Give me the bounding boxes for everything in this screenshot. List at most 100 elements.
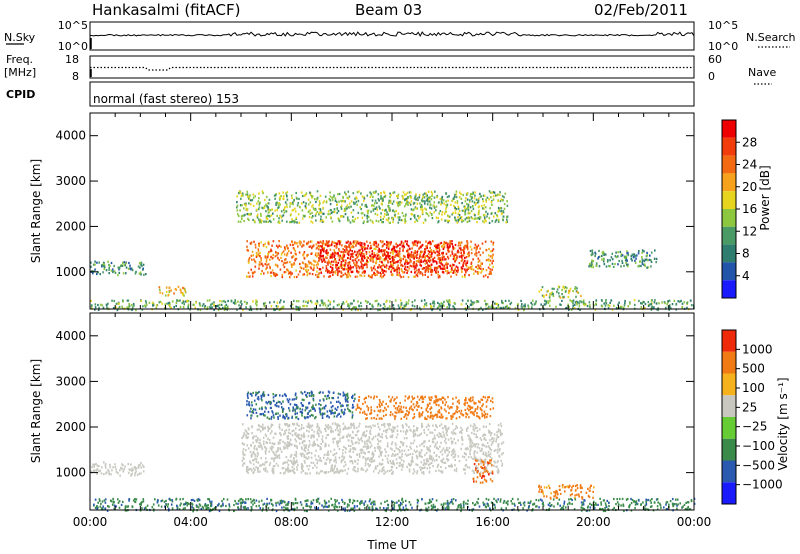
velocity-cell (377, 433, 379, 437)
velocity-cell (497, 444, 499, 447)
power-cell (641, 262, 644, 265)
velocity-cell (498, 449, 501, 452)
power-cell (321, 220, 324, 223)
power-cell (575, 300, 578, 303)
power-cell (409, 264, 412, 267)
power-cell (454, 201, 457, 204)
velocity-cell (284, 446, 286, 449)
power-cell (416, 253, 419, 256)
velocity-cell (481, 449, 483, 452)
power-cell (531, 303, 533, 306)
velocity-cell (320, 459, 323, 462)
power-cell (303, 240, 305, 243)
power-cell (420, 260, 423, 263)
velocity-cell (369, 431, 371, 434)
power-cell (240, 194, 243, 197)
power-cell (180, 289, 182, 292)
power-cell (128, 261, 130, 265)
power-cell (506, 304, 508, 307)
power-cell (338, 256, 341, 260)
power-cell (521, 306, 523, 309)
power-cell (413, 261, 415, 264)
power-cell (448, 246, 450, 249)
power-cell (598, 255, 601, 258)
power-cell (379, 308, 381, 311)
power-cell (479, 265, 482, 268)
power-x-ticks (89, 113, 695, 309)
power-cell (181, 301, 184, 305)
power-cell (582, 302, 585, 306)
velocity-cell (284, 432, 287, 435)
power-cell (575, 290, 578, 293)
power-cell (327, 241, 330, 244)
power-cell (347, 270, 350, 273)
power-cell (281, 219, 283, 222)
velocity-cell (390, 462, 392, 465)
power-cell (279, 301, 281, 304)
power-cell (475, 202, 478, 205)
power-cell (425, 304, 428, 307)
power-cell (418, 217, 420, 220)
power-cell (461, 299, 464, 302)
power-cell (433, 244, 436, 248)
power-cell (329, 248, 332, 251)
velocity-cell (319, 448, 322, 451)
velocity-cell (275, 432, 277, 435)
power-cell (248, 198, 251, 201)
velocity-cell (461, 439, 464, 442)
velocity-cell (325, 443, 327, 446)
power-cell (346, 252, 349, 255)
power-cell (486, 215, 488, 218)
velocity-cell (366, 468, 369, 471)
power-cell (414, 250, 416, 253)
power-cell (478, 267, 481, 270)
power-cell (395, 254, 397, 257)
power-cell (252, 196, 255, 199)
velocity-cell (436, 426, 438, 429)
velocity-cell (379, 462, 381, 465)
power-cell (392, 252, 394, 255)
power-cell (392, 267, 394, 270)
power-cell (389, 300, 391, 303)
velocity-cell (355, 426, 358, 429)
power-cell (280, 195, 282, 198)
velocity-cell (121, 467, 123, 470)
power-cell (431, 308, 433, 312)
power-cell (573, 303, 576, 306)
power-cell (351, 259, 354, 262)
power-cell (393, 269, 396, 272)
power-cell (447, 249, 450, 252)
power-cell (450, 267, 453, 270)
power-cell (249, 305, 252, 308)
velocity-cell (308, 426, 311, 429)
velocity-cell (269, 441, 271, 444)
velocity-cell (383, 472, 385, 475)
velocity-cell (300, 465, 303, 469)
velocity-cell (293, 423, 296, 426)
power-cell (311, 273, 314, 276)
power-cell (117, 274, 119, 277)
power-cell (344, 264, 346, 267)
velocity-cell (312, 444, 314, 447)
power-cell (402, 307, 404, 310)
velocity-cell (453, 432, 456, 435)
velocity-cell (281, 428, 283, 431)
velocity-cell (346, 472, 349, 475)
power-cell (283, 208, 286, 211)
power-cell (614, 262, 616, 266)
power-cell (409, 247, 411, 250)
power-cell (310, 195, 313, 198)
power-cell (465, 193, 468, 196)
power-cell (624, 259, 627, 262)
velocity-cell (270, 423, 273, 426)
velocity-cell (458, 460, 461, 463)
power-cell (270, 305, 273, 308)
power-cell (372, 256, 374, 259)
velocity-cell (252, 463, 255, 466)
power-cell (291, 265, 293, 268)
power-cell (392, 221, 394, 224)
power-cell (398, 253, 401, 256)
power-cell (340, 250, 342, 254)
power-cell (608, 264, 610, 268)
power-cell (301, 209, 304, 212)
